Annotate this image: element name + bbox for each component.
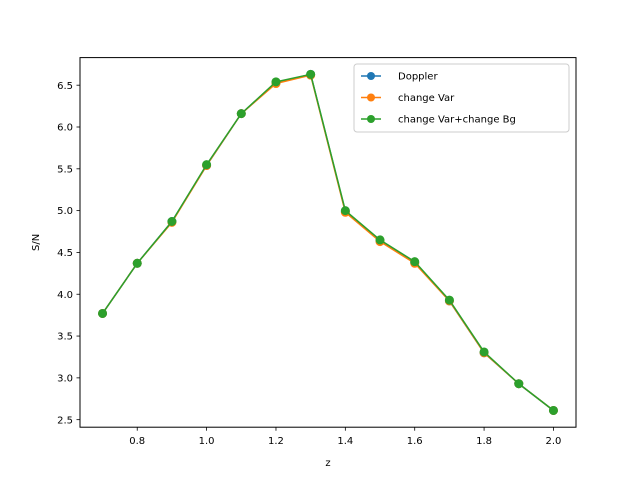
x-tick-label: 1.6: [407, 436, 423, 447]
data-point-change-var-change-bg: [375, 235, 385, 245]
data-point-change-var-change-bg: [548, 405, 558, 415]
y-tick-label: 3.0: [57, 373, 73, 384]
x-tick-label: 1.0: [199, 436, 215, 447]
data-point-change-var-change-bg: [202, 160, 212, 170]
data-point-change-var-change-bg: [236, 109, 246, 119]
y-tick-label: 4.5: [57, 248, 73, 259]
y-axis-label: S/N: [31, 234, 42, 251]
y-axis-ticks: 2.5 3.0 3.5 4.0 4.5 5.0 5.5 6.0 6.5: [57, 81, 80, 426]
y-tick-label: 6.0: [57, 123, 73, 134]
data-point-change-var-change-bg: [167, 216, 177, 226]
y-tick-label: 3.5: [57, 332, 73, 343]
legend-swatch-marker: [367, 93, 375, 102]
legend-box: [353, 63, 570, 133]
x-tick-label: 0.8: [129, 436, 145, 447]
data-point-change-var-change-bg: [98, 308, 108, 318]
legend-swatch-marker: [367, 115, 375, 123]
data-point-change-var-change-bg: [340, 206, 350, 216]
data-point-change-var-change-bg: [306, 69, 316, 79]
data-point-change-var-change-bg: [271, 77, 281, 87]
y-tick-label: 6.5: [57, 81, 73, 92]
legend-label: Doppler: [398, 72, 438, 83]
y-tick-label: 4.0: [57, 290, 73, 301]
y-tick-label: 5.5: [57, 164, 73, 175]
legend-label: change Var+change Bg: [398, 115, 516, 126]
x-tick-label: 1.2: [268, 436, 284, 447]
data-point-change-var-change-bg: [479, 347, 489, 357]
legend-label: change Var: [398, 93, 455, 104]
x-axis-label: z: [325, 458, 330, 469]
x-tick-label: 2.0: [546, 436, 562, 447]
y-tick-label: 5.0: [57, 206, 73, 217]
plot-area: [98, 69, 558, 415]
series-line-change-var-change-bg: [101, 73, 554, 412]
data-point-change-var-change-bg: [514, 379, 524, 389]
data-point-change-var-change-bg: [132, 258, 142, 268]
x-tick-label: 1.4: [337, 436, 353, 447]
legend-swatch-marker: [367, 72, 375, 80]
axes-frame: [79, 57, 577, 428]
x-tick-label: 1.8: [476, 436, 492, 447]
legend: Doppler change Var change Var+change Bg: [353, 63, 570, 133]
axes: [79, 57, 577, 428]
data-point-change-var-change-bg: [444, 295, 454, 305]
y-tick-label: 2.5: [57, 415, 73, 426]
data-point-change-var-change-bg: [410, 257, 420, 267]
x-axis-ticks: 0.8 1.0 1.2 1.4 1.6 1.8 2.0: [129, 427, 561, 447]
